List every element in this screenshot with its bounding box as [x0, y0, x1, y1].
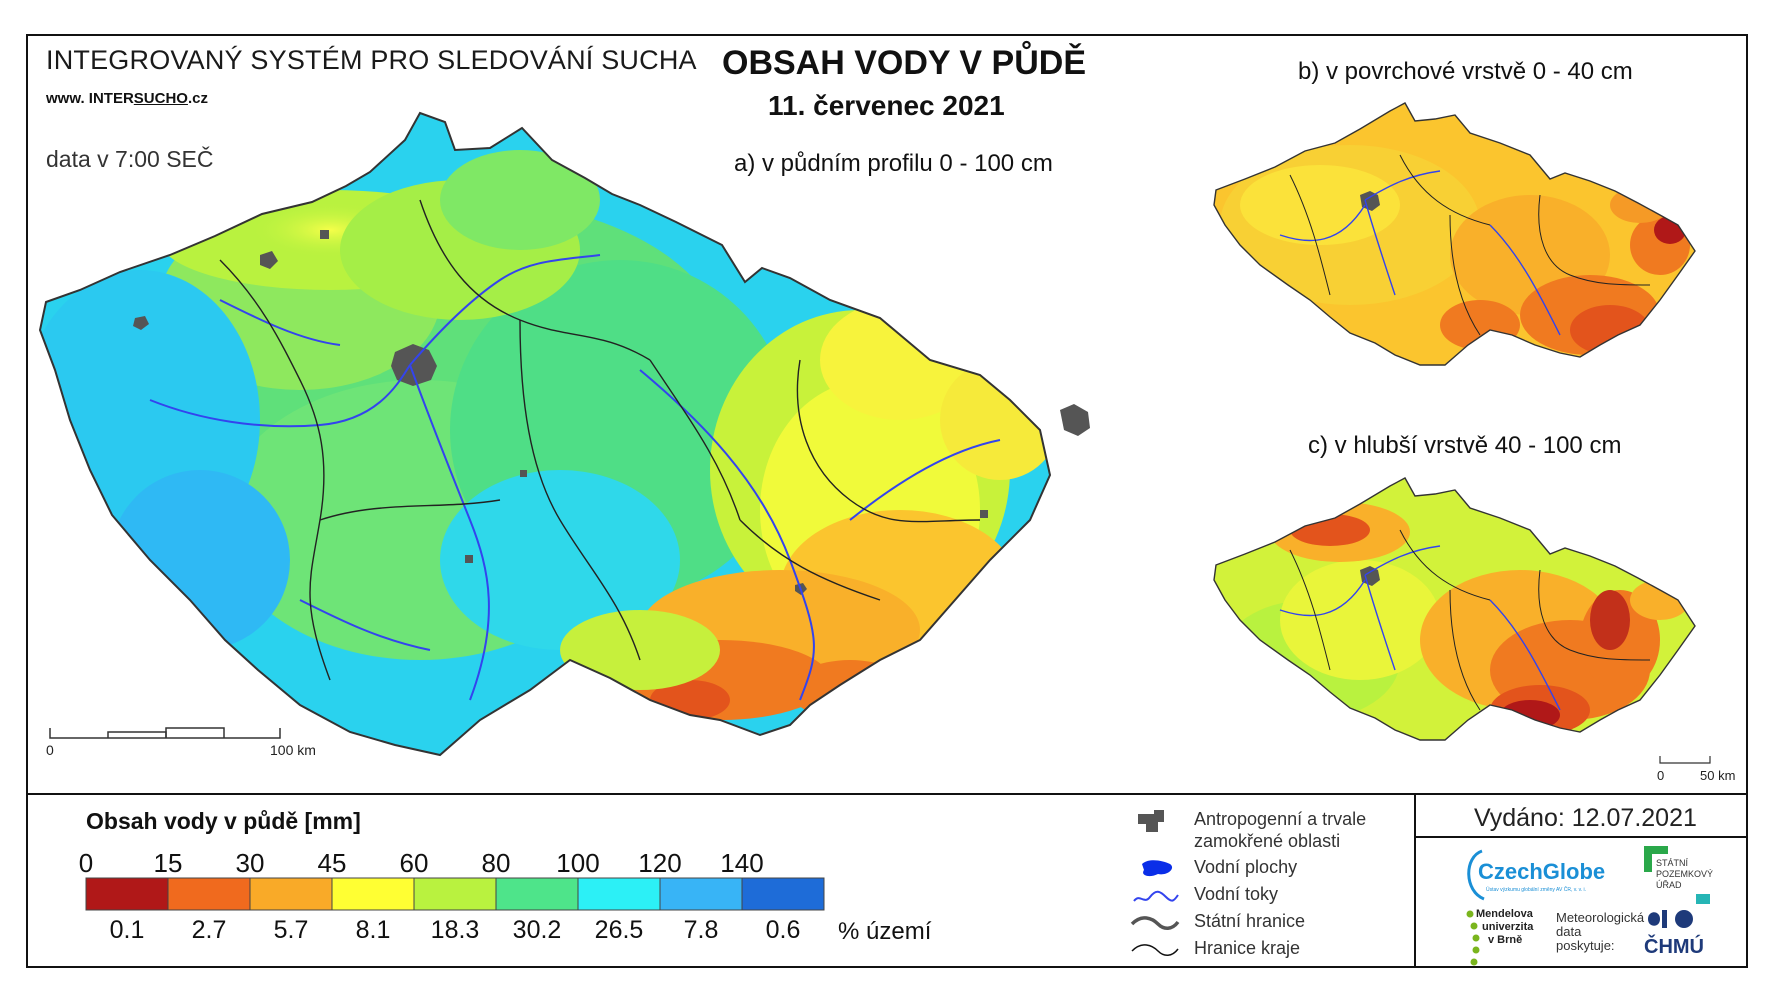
system-name: INTEGROVANÝ SYSTÉM PRO SLEDOVÁNÍ SUCHA — [46, 45, 697, 75]
legend-tick-label: 100 — [556, 848, 600, 878]
legend-urban-line2: zamokřené oblasti — [1194, 831, 1341, 851]
legend-title: Obsah vody v půdě [mm] — [86, 808, 361, 834]
surface-map — [1213, 102, 1696, 366]
legend-percentage: 7.8 — [683, 916, 719, 944]
legend-tick-label: 0 — [78, 848, 94, 878]
legend-urban-line1: Antropogenní a trvale — [1194, 809, 1367, 829]
website-highlight: SUCHO — [133, 90, 188, 107]
legend-tick-label: 30 — [235, 848, 265, 878]
legend-percentage: 8.1 — [355, 916, 391, 944]
data-time: data v 7:00 SEČ — [46, 146, 214, 172]
main-scale-bar — [49, 727, 281, 739]
state-border-icon — [1128, 910, 1182, 936]
legend-color-swatch — [741, 877, 825, 911]
legend-percentage: 0.6 — [765, 916, 801, 944]
legend-water-label: Vodní plochy — [1194, 857, 1298, 877]
chmu-name: ČHMÚ — [1644, 936, 1704, 958]
spu-logo[interactable]: STÁTNÍ POZEMKOVÝ ÚŘAD — [1640, 842, 1720, 912]
deep-map-label: c) v hlubší vrstvě 40 - 100 cm — [1308, 432, 1622, 459]
main-map-label: a) v půdním profilu 0 - 100 cm — [734, 150, 1053, 177]
legend-tick-label: 60 — [399, 848, 429, 878]
issued-date: Vydáno: 12.07.2021 — [1474, 804, 1697, 832]
rivers — [149, 254, 1001, 701]
page-title: OBSAH VODY V PŮDĚ — [722, 44, 1087, 82]
footer-divider — [1414, 793, 1416, 968]
legend-percentage: 0.1 — [109, 916, 145, 944]
legend-tick-label: 80 — [481, 848, 511, 878]
legend-percentage: 26.5 — [594, 916, 644, 944]
legend-percentage: 18.3 — [430, 916, 480, 944]
legend-percentage: 5.7 — [273, 916, 309, 944]
main-scale-end: 100 km — [270, 742, 316, 758]
region-border-icon — [1128, 937, 1182, 963]
legend-color-bar — [85, 877, 825, 911]
urban-area-icon — [1128, 808, 1182, 834]
legend-percentage: 30.2 — [512, 916, 562, 944]
czechglobe-logo[interactable]: CzechGlobe Ústav výzkumu globální změny … — [1462, 845, 1612, 905]
deep-scale-bar — [1659, 756, 1711, 764]
mendel-line1: Mendelova — [1476, 908, 1533, 920]
legend-region-border-label: Hranice kraje — [1194, 938, 1301, 958]
legend-tick-label: 15 — [153, 848, 183, 878]
water-body-icon — [1128, 856, 1182, 882]
meteo-credit: Meteorologická data poskytuje: — [1556, 910, 1656, 960]
legend-color-swatch — [85, 877, 169, 911]
deep-scale-start: 0 — [1657, 768, 1664, 783]
spu-line3: ÚŘAD — [1656, 880, 1682, 890]
mendel-line3: v Brně — [1488, 934, 1523, 946]
surface-map-label: b) v povrchové vrstvě 0 - 40 cm — [1298, 58, 1633, 85]
legend-color-swatch — [659, 877, 743, 911]
website-suffix: .cz — [187, 90, 208, 107]
legend-item-state-border: Státní hranice — [1128, 910, 1305, 936]
website-link[interactable]: www. INTERSUCHO.cz — [46, 90, 208, 107]
legend-item-river: Vodní toky — [1128, 883, 1278, 909]
legend-tick-label: 120 — [638, 848, 682, 878]
legend-item-region-border: Hranice kraje — [1128, 937, 1300, 963]
percent-unit: % území — [838, 918, 932, 945]
chmu-logo[interactable]: ČHMÚ — [1644, 906, 1724, 962]
meteo-line2: data — [1556, 924, 1582, 939]
legend-percentage: 2.7 — [191, 916, 227, 944]
mendel-line2: univerzita — [1482, 921, 1534, 933]
spu-line1: STÁTNÍ — [1656, 858, 1689, 868]
meteo-line3: poskytuje: — [1556, 938, 1615, 953]
legend-color-swatch — [331, 877, 415, 911]
issued-divider — [1414, 836, 1748, 838]
map-date: 11. červenec 2021 — [768, 90, 1005, 121]
deep-scale-end: 50 km — [1700, 768, 1735, 783]
legend-color-swatch — [413, 877, 497, 911]
map-frame — [26, 34, 1748, 968]
legend-item-water: Vodní plochy — [1128, 856, 1297, 882]
legend-color-swatch — [167, 877, 251, 911]
legend-item-urban: Antropogenní a trvale zamokřené oblasti — [1128, 808, 1367, 851]
legend-divider — [26, 793, 1748, 795]
legend-river-label: Vodní toky — [1194, 884, 1279, 904]
river-icon — [1128, 883, 1182, 909]
legend-color-swatch — [577, 877, 661, 911]
deep-map: 0 50 km — [1213, 477, 1735, 783]
czechglobe-subtitle: Ústav výzkumu globální změny AV ČR, v. v… — [1486, 887, 1587, 893]
main-scale-start: 0 — [46, 742, 54, 758]
urban-areas — [133, 230, 1090, 595]
czechglobe-name: CzechGlobe — [1478, 859, 1606, 884]
legend-color-swatch — [249, 877, 333, 911]
mendel-logo[interactable]: Mendelova univerzita v Brně — [1462, 908, 1552, 966]
region-borders — [219, 199, 981, 681]
legend-color-swatch — [495, 877, 579, 911]
website-prefix: www. INTER — [46, 90, 134, 107]
legend-tick-label: 140 — [720, 848, 764, 878]
spu-line2: POZEMKOVÝ — [1656, 869, 1714, 879]
meteo-line1: Meteorologická — [1556, 910, 1645, 925]
legend-tick-label: 45 — [317, 848, 347, 878]
legend-state-border-label: Státní hranice — [1194, 911, 1306, 931]
